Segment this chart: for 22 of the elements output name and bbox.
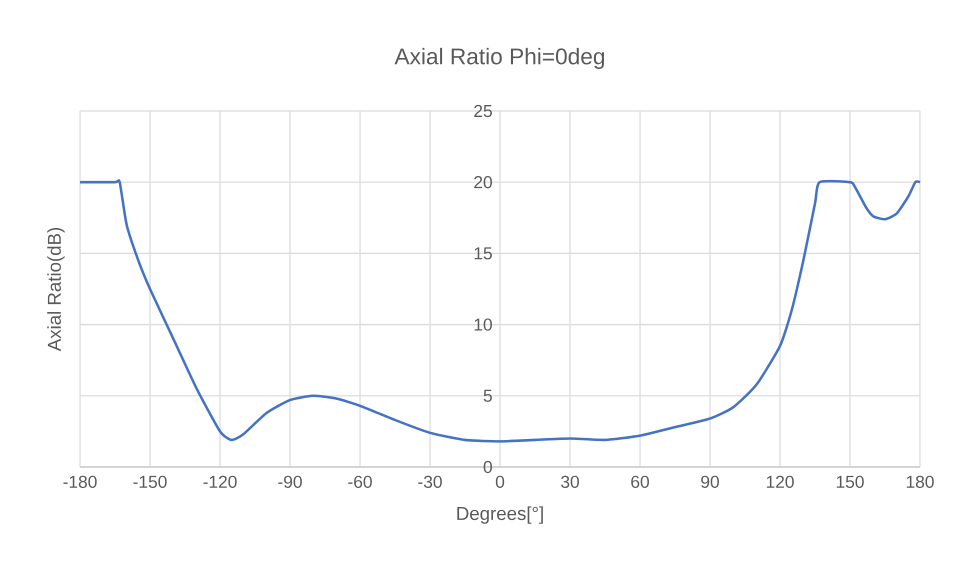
y-tick-label: 20: [474, 176, 492, 188]
x-tick-label: -30: [418, 476, 442, 488]
y-tick-label: 5: [484, 390, 492, 402]
x-tick-label: 0: [496, 476, 504, 488]
y-tick-label: 0: [484, 460, 492, 474]
x-tick-label: 30: [561, 476, 579, 488]
x-tick-label: -150: [133, 476, 167, 488]
x-tick-label: -90: [278, 476, 302, 488]
x-tick-label: -180: [63, 476, 97, 488]
x-tick-label: -120: [203, 476, 237, 488]
x-axis-title: Degrees[°]: [457, 506, 543, 524]
x-tick-label: 150: [836, 476, 864, 488]
x-tick-label: 60: [631, 476, 649, 488]
y-axis-title: Axial Ratio(dB): [47, 228, 65, 352]
x-tick-label: 90: [701, 476, 719, 488]
y-tick-label: 25: [474, 104, 492, 118]
y-tick-label: 10: [474, 318, 492, 331]
x-tick-label: 180: [906, 476, 934, 488]
x-tick-label: 120: [766, 476, 794, 488]
y-tick-label: 15: [474, 247, 492, 260]
chart-title: Axial Ratio Phi=0deg: [394, 48, 604, 69]
x-tick-label: -60: [348, 476, 372, 488]
